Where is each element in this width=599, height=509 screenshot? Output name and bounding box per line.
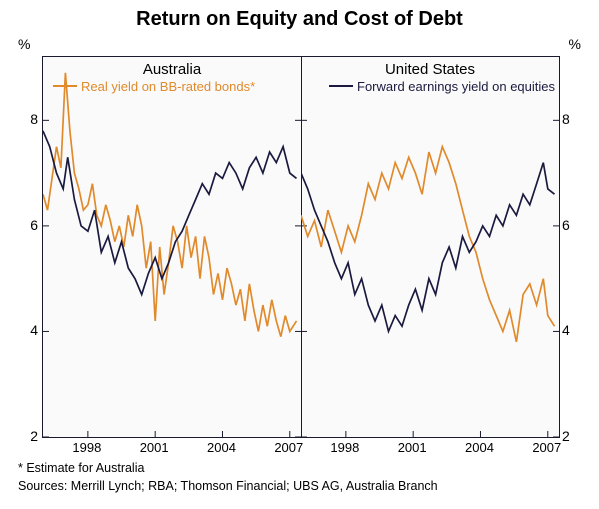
series-line	[301, 147, 555, 342]
subplot-australia: Australia Real yield on BB-rated bonds*	[43, 57, 302, 437]
x-tick-label: 2004	[460, 440, 498, 455]
footnote: * Estimate for Australia	[18, 461, 144, 475]
x-tick-label: 2007	[528, 440, 566, 455]
y-unit-left: %	[18, 36, 30, 52]
y-tick-label: 6	[562, 217, 598, 233]
x-tick-label: 2007	[270, 440, 308, 455]
subplot-us: United States Forward earnings yield on …	[301, 57, 559, 437]
y-tick-label: 6	[2, 217, 38, 233]
y-tick-label: 8	[562, 111, 598, 127]
series-line	[43, 131, 297, 295]
chart-title: Return on Equity and Cost of Debt	[0, 8, 599, 31]
svg-panel-right	[301, 57, 559, 437]
series-line	[43, 73, 297, 337]
plot-area: Australia Real yield on BB-rated bonds* …	[42, 56, 560, 438]
y-unit-right: %	[569, 36, 581, 52]
y-tick-label: 2	[2, 428, 38, 444]
svg-panel-left	[43, 57, 301, 437]
y-tick-label: 8	[2, 111, 38, 127]
y-tick-label: 2	[562, 428, 598, 444]
x-tick-label: 2001	[135, 440, 173, 455]
sources: Sources: Merrill Lynch; RBA; Thomson Fin…	[18, 479, 438, 493]
y-tick-label: 4	[562, 322, 598, 338]
x-tick-label: 1998	[68, 440, 106, 455]
chart-container: Return on Equity and Cost of Debt % % Au…	[0, 0, 599, 509]
y-tick-label: 4	[2, 322, 38, 338]
x-tick-label: 1998	[326, 440, 364, 455]
x-tick-label: 2004	[202, 440, 240, 455]
x-tick-label: 2001	[393, 440, 431, 455]
